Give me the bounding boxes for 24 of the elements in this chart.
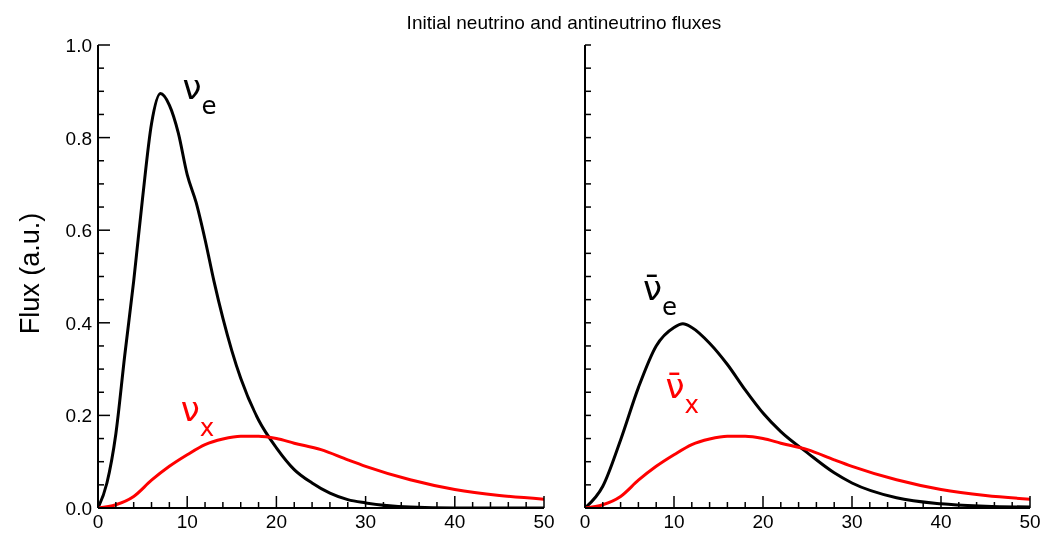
x-tick-label: 40: [930, 511, 952, 532]
x-tick-label: 40: [444, 511, 466, 532]
x-tick-label: 50: [1019, 511, 1041, 532]
x-tick-label: 10: [663, 511, 685, 532]
x-tick-label: 10: [176, 511, 198, 532]
series-label: ν̄$_{x}$: [665, 366, 699, 419]
series-label: ν̄$_{e}$: [642, 267, 677, 321]
x-tick-label: 0: [92, 511, 104, 532]
x-tick-label: 30: [841, 511, 863, 532]
chart-title: Initial neutrino and antineutrino fluxes: [405, 12, 723, 34]
y-axis-title: Flux (a.u.): [14, 211, 46, 337]
x-tick-label: 30: [355, 511, 377, 532]
y-tick-label: 0.0: [65, 498, 92, 519]
x-tick-label: 20: [752, 511, 774, 532]
y-tick-label: 0.6: [65, 220, 92, 242]
y-tick-label: 0.4: [65, 312, 93, 334]
series-label: ν$_{e}$: [182, 66, 217, 120]
x-tick-label: 0: [579, 511, 591, 532]
x-tick-label: 20: [265, 511, 287, 532]
y-tick-label: 0.8: [65, 127, 92, 149]
series-label: ν$_{x}$: [180, 389, 215, 442]
x-tick-label: 50: [533, 511, 555, 532]
y-tick-label: 1.0: [65, 35, 92, 56]
y-tick-label: 0.2: [65, 405, 92, 427]
